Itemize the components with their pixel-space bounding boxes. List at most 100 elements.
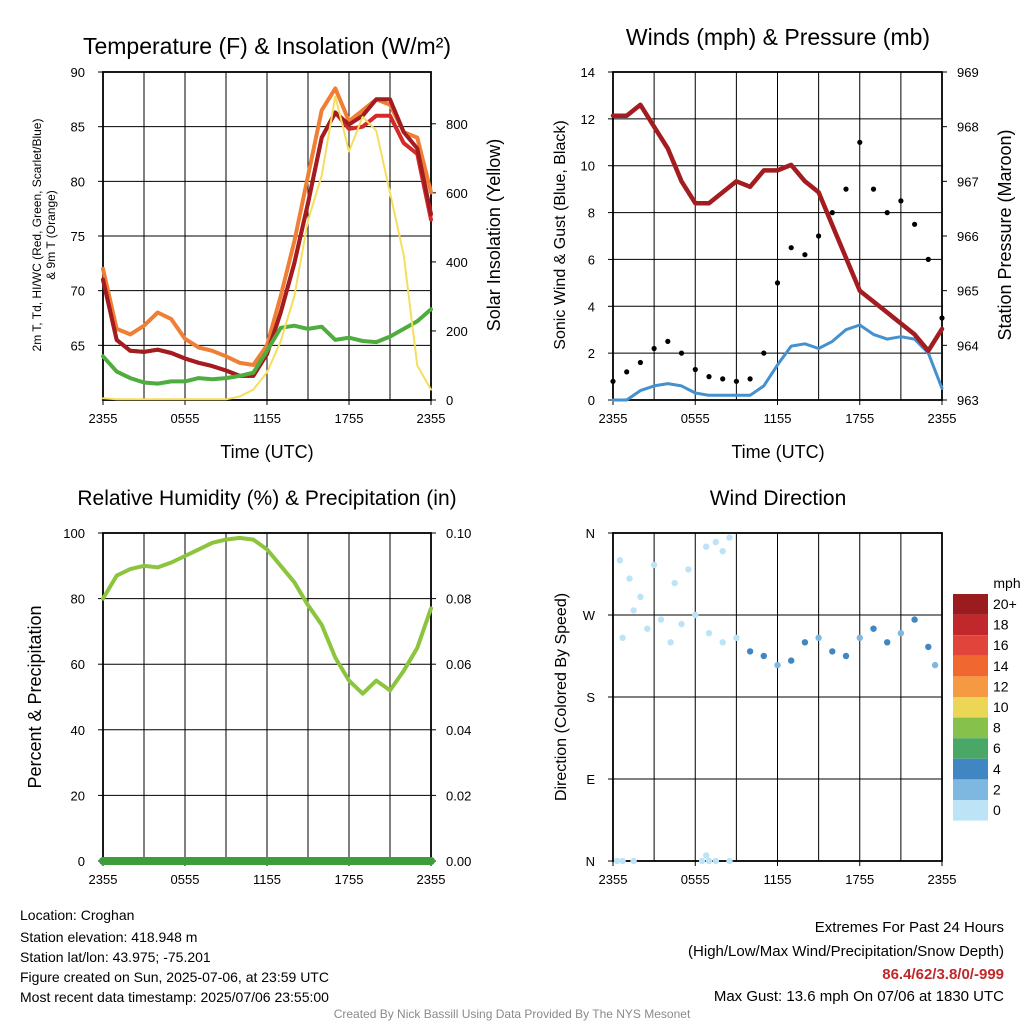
dir-xtick-label: 2355 <box>599 872 628 887</box>
wind-gust-point <box>678 350 685 356</box>
rh-ytick-label: 20 <box>71 788 85 803</box>
temp-ytick-label: 80 <box>71 174 85 189</box>
dir-point <box>619 857 626 865</box>
temp-y2tick-label: 400 <box>446 255 468 270</box>
rh-y2tick-label: 0.10 <box>446 526 471 541</box>
location-text: Location: Croghan <box>20 907 135 923</box>
wind-y2tick-label: 966 <box>957 229 979 244</box>
legend-label: 20+ <box>993 596 1017 612</box>
wind-gust-point <box>802 252 808 258</box>
rh-ytick-label: 40 <box>71 723 85 738</box>
wind-ytick-label: 6 <box>588 252 595 267</box>
rh-title: Relative Humidity (%) & Precipitation (i… <box>77 487 456 510</box>
legend-label: 6 <box>993 740 1001 756</box>
wind-ytick-label: 2 <box>588 346 595 361</box>
temp-y2tick-label: 0 <box>446 393 453 408</box>
temp-ytick-label: 85 <box>71 120 85 135</box>
legend-swatch <box>953 614 988 636</box>
wind-gust-point <box>706 374 712 380</box>
legend-swatch <box>953 717 988 739</box>
legend-label: 18 <box>993 617 1009 633</box>
wind-xtick-label: 1155 <box>764 411 792 426</box>
dir-point <box>692 611 699 619</box>
wind-y2tick-label: 965 <box>957 284 979 299</box>
wind-xtick-label: 2355 <box>928 411 957 426</box>
dir-xtick-label: 0555 <box>681 872 710 887</box>
legend-label: 12 <box>993 678 1009 694</box>
wind-gust-point <box>912 221 918 227</box>
dir-point <box>856 634 863 641</box>
wind-gust-point <box>816 233 822 239</box>
dir-point <box>829 648 836 655</box>
dir-xtick-label: 1755 <box>845 872 874 887</box>
wind-xtick-label: 2355 <box>599 411 628 426</box>
wind-gust-point <box>747 376 753 382</box>
temp-xtick-label: 1155 <box>253 411 281 426</box>
dir-point <box>671 579 678 587</box>
wind-gust-point <box>774 280 781 286</box>
dir-point <box>842 652 850 660</box>
dir-ytick-label: E <box>586 772 595 787</box>
wind-ytick-label: 10 <box>581 159 595 174</box>
dir-point <box>637 593 644 600</box>
wind-y2tick-label: 969 <box>957 65 979 80</box>
dir-point <box>650 561 658 569</box>
wind-gust-point <box>829 210 835 216</box>
wind-gust-point <box>610 378 616 384</box>
dir-point <box>815 634 822 641</box>
wind-xlabel: Time (UTC) <box>731 442 824 462</box>
dir-point <box>719 548 726 555</box>
dir-point <box>678 620 685 628</box>
wind-pressure-series <box>610 102 945 354</box>
legend-swatch <box>953 738 988 759</box>
dir-title: Wind Direction <box>710 487 847 510</box>
dir-point <box>698 857 706 865</box>
wind-gust-point <box>870 186 877 192</box>
dir-point <box>630 607 637 614</box>
rh-xtick-label: 0555 <box>171 872 200 887</box>
dir-ytick-label: N <box>586 854 595 869</box>
wind-gust-point <box>624 369 630 375</box>
temp-y2tick-label: 800 <box>446 117 468 132</box>
rh-ytick-label: 60 <box>71 657 85 672</box>
rh-ytick-label: 100 <box>63 526 85 541</box>
dir-xtick-label: 1155 <box>764 872 792 887</box>
dir-point <box>619 634 626 641</box>
rh-ytick-label: 0 <box>78 854 85 869</box>
dir-point <box>644 625 651 632</box>
legend-label: 4 <box>993 761 1001 777</box>
rh-xtick-label: 1755 <box>335 872 364 887</box>
legend-swatch <box>953 779 988 800</box>
legend-swatch <box>953 594 988 615</box>
wind-gust-point <box>857 139 863 145</box>
wind-title: Winds (mph) & Pressure (mb) <box>626 24 930 50</box>
rh-ytick-label: 80 <box>71 592 85 607</box>
dir-point <box>685 566 692 573</box>
wind-ylabel: Sonic Wind & Gust (Blue, Black) <box>552 120 569 349</box>
legend-label: 8 <box>993 720 1001 736</box>
dir-point <box>613 857 621 865</box>
dir-point <box>884 639 891 646</box>
elevation-text: Station elevation: 418.948 m <box>20 929 198 945</box>
wind-gust-point <box>843 186 849 192</box>
dir-point <box>733 634 740 641</box>
legend-title: mph <box>993 575 1020 591</box>
rh-ylabel: Percent & Precipitation <box>25 605 45 788</box>
wind-y2tick-label: 967 <box>957 174 979 189</box>
wind-gust-point <box>925 256 931 262</box>
legend-label: 2 <box>993 781 1001 797</box>
legend-label: 14 <box>993 658 1009 674</box>
wind-y2tick-label: 964 <box>957 338 979 353</box>
wind-gust-point <box>720 376 726 382</box>
dir-point <box>616 557 624 564</box>
wind-gust-point <box>884 210 890 216</box>
rh-y2tick-label: 0.04 <box>446 723 471 738</box>
temp-ytick-label: 70 <box>71 284 85 299</box>
dir-xtick-label: 2355 <box>928 872 957 887</box>
wind-gust-point <box>637 359 644 366</box>
rh-y2tick-label: 0.00 <box>446 854 471 869</box>
legend-swatch <box>953 758 988 780</box>
dir-point <box>931 661 939 669</box>
max-gust-text: Max Gust: 13.6 mph On 07/06 at 1830 UTC <box>713 988 1004 1005</box>
